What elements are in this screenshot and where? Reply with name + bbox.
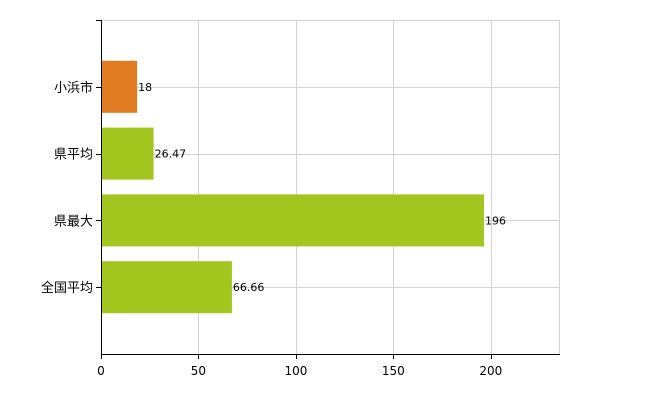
bar <box>102 60 138 113</box>
data-label: 26.47 <box>155 148 187 161</box>
category-label: 小浜市 <box>54 80 93 96</box>
axes <box>101 20 560 355</box>
bars <box>102 60 484 314</box>
bar <box>102 194 484 247</box>
x-tick-label: 200 <box>479 364 502 378</box>
x-tick-label: 0 <box>97 364 105 378</box>
x-tick-label: 50 <box>191 364 206 378</box>
category-label: 県平均 <box>54 148 93 163</box>
labels: 18 小浜市 26.47 県平均 196 県最大 66.66 全国平均 0 50 100 150 200 <box>41 20 506 378</box>
x-tick-label: 100 <box>284 364 307 378</box>
data-label: 66.66 <box>233 281 264 294</box>
data-label: 18 <box>138 81 152 94</box>
category-label: 全国平均 <box>41 280 93 296</box>
category-label: 県最大 <box>54 214 93 229</box>
bar <box>102 127 154 180</box>
bar <box>102 261 232 314</box>
data-label: 196 <box>485 214 506 227</box>
x-tick-label: 150 <box>382 364 405 378</box>
